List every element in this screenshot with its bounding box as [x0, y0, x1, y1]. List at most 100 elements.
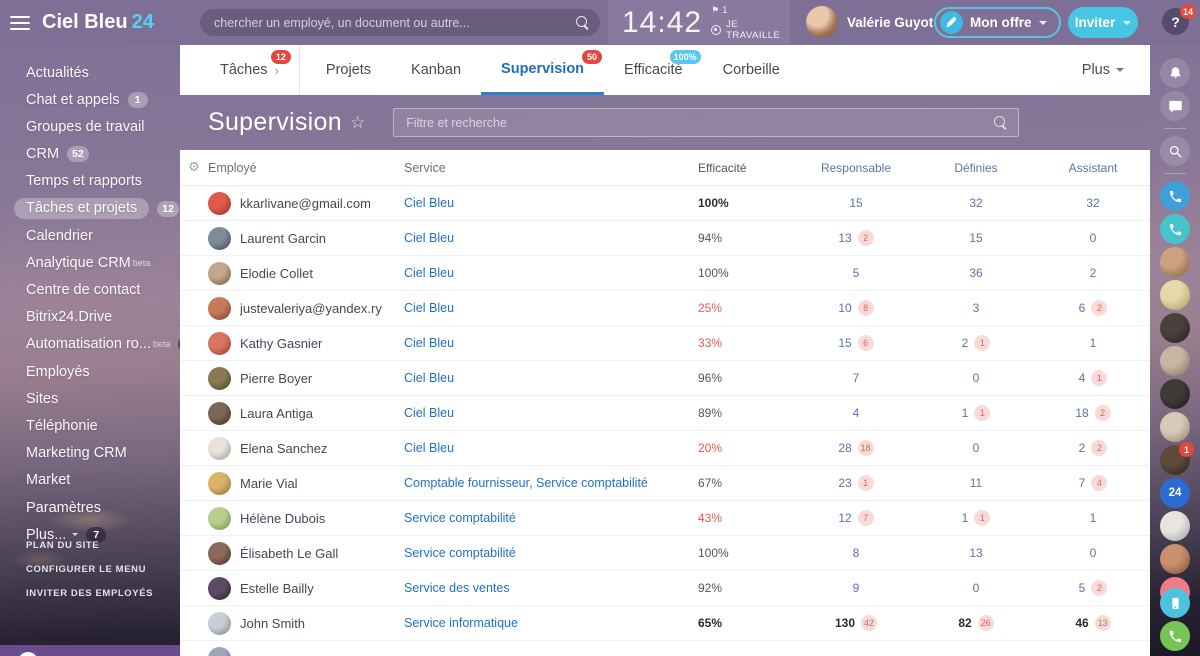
employee-cell[interactable]: Laurent Garcin [208, 226, 404, 250]
rail-avatar[interactable] [1160, 544, 1190, 574]
tab-supervision[interactable]: Supervision 50 [481, 45, 605, 95]
sidebar-item-centre-de-contact[interactable]: Centre de contact [26, 277, 180, 304]
cell-definies[interactable]: 0 [916, 581, 1036, 595]
table-row[interactable]: Elena Sanchez Ciel Bleu 20% 28 18 0 2 2 [180, 431, 1150, 466]
cell-assistant[interactable]: 0 [1036, 546, 1150, 560]
efficiency-cell[interactable]: 100% [698, 266, 729, 280]
sidebar-item-telephonie[interactable]: Téléphonie [26, 412, 180, 439]
employee-cell[interactable]: Kathy Gasnier [208, 331, 404, 355]
cell-responsable[interactable]: 15 6 [796, 335, 916, 351]
efficiency-cell[interactable]: 92% [698, 581, 723, 595]
cell-assistant[interactable]: 32 [1036, 196, 1150, 210]
column-header-employe[interactable]: Employé [208, 160, 257, 175]
efficiency-cell[interactable]: 20% [698, 441, 723, 455]
sidebar-item-market[interactable]: Market [26, 467, 180, 494]
work-clock[interactable]: 14:42 ⚑ 1 JE TRAVAILLE [608, 0, 790, 45]
service-link[interactable]: Service des ventes [404, 581, 510, 595]
rail-avatar[interactable] [1160, 511, 1190, 541]
sidebar-item-actualites[interactable]: Actualités [26, 59, 180, 86]
cell-responsable[interactable]: 7 [796, 371, 916, 385]
table-row[interactable]: Elodie Collet Ciel Bleu 100% 5 36 2 [180, 256, 1150, 291]
rail-avatar[interactable] [1160, 247, 1190, 277]
device-icon[interactable] [1160, 588, 1190, 618]
hamburger-menu-icon[interactable] [10, 15, 30, 30]
phone-icon[interactable] [1160, 621, 1190, 651]
service-link[interactable]: Service comptabilité [404, 511, 516, 525]
cell-responsable[interactable]: 13 2 [796, 230, 916, 246]
phone-icon[interactable] [1160, 181, 1190, 211]
phone-icon[interactable] [1160, 214, 1190, 244]
cell-assistant[interactable]: 0 [1036, 231, 1150, 245]
tab-corbeille[interactable]: Corbeille [703, 45, 800, 95]
column-header-responsable[interactable]: Responsable [820, 160, 892, 175]
employee-cell[interactable]: Marie Vial [208, 471, 404, 495]
employee-cell[interactable]: justevaleriya@yandex.ry [208, 296, 404, 320]
sidebar-item-employes[interactable]: Employés [26, 358, 180, 385]
cell-definies[interactable]: 15 [916, 231, 1036, 245]
cell-assistant[interactable]: 18 2 [1036, 405, 1150, 421]
sidebar-item-sites[interactable]: Sites [26, 385, 180, 412]
rail-avatar[interactable] [1160, 280, 1190, 310]
service-link[interactable]: Ciel Bleu [404, 301, 455, 315]
bitrix24-icon[interactable]: 24 [1160, 478, 1190, 508]
tab-kanban[interactable]: Kanban [391, 45, 481, 95]
sidebar-item-marketing-crm[interactable]: Marketing CRM [26, 440, 180, 467]
efficiency-cell[interactable]: 65% [698, 616, 723, 630]
employee-cell[interactable]: John Smith [208, 611, 404, 635]
search-icon[interactable] [1160, 136, 1190, 166]
filter-bar[interactable] [393, 108, 1020, 137]
gear-icon[interactable]: ⚙ [188, 160, 200, 175]
global-search-input[interactable] [214, 15, 576, 30]
service-link[interactable]: Ciel Bleu [404, 406, 455, 420]
cell-responsable[interactable]: 130 42 [796, 615, 916, 631]
efficiency-cell[interactable]: 25% [698, 301, 723, 315]
cell-definies[interactable]: 11 [916, 476, 1036, 490]
cell-assistant[interactable]: 1 [1036, 511, 1150, 525]
sidebar-item-automatisation-ro[interactable]: Automatisation ro...beta3 [26, 331, 199, 358]
table-row-partial[interactable] [180, 641, 1150, 656]
employee-cell[interactable]: Estelle Bailly [208, 576, 404, 600]
cell-responsable[interactable]: 23 1 [796, 475, 916, 491]
table-row[interactable]: Pierre Boyer Ciel Bleu 96% 7 0 4 1 [180, 361, 1150, 396]
cell-definies[interactable]: 0 [916, 441, 1036, 455]
sidebar-item-temps-et-rapports[interactable]: Temps et rapports [26, 168, 180, 195]
table-row[interactable]: Estelle Bailly Service des ventes 92% 9 0 5 2 [180, 571, 1150, 606]
invite-button[interactable]: Inviter [1068, 7, 1138, 38]
table-row[interactable]: Élisabeth Le Gall Service comptabilité 100… [180, 536, 1150, 571]
help-button[interactable]: ? 14 [1162, 4, 1196, 35]
tab-projets[interactable]: Projets [306, 45, 391, 95]
column-header-efficacite[interactable]: Efficacité [698, 160, 747, 175]
sidebar-footer-link-configurer-le-menu[interactable]: CONFIGURER LE MENU [26, 564, 147, 575]
cell-responsable[interactable]: 28 18 [796, 440, 916, 456]
sidebar-item-parametres[interactable]: Paramètres [26, 494, 180, 521]
favorite-star-icon[interactable]: ☆ [349, 112, 366, 133]
employee-cell[interactable]: Hélène Dubois [208, 506, 404, 530]
rail-avatar[interactable] [1160, 379, 1190, 409]
service-link[interactable]: Comptable fournisseur, Service comptabil… [404, 476, 648, 490]
employee-cell[interactable]: Laura Antiga [208, 401, 404, 425]
efficiency-cell[interactable]: 43% [698, 511, 723, 525]
search-icon[interactable] [576, 15, 590, 30]
cell-responsable[interactable]: 10 8 [796, 300, 916, 316]
cell-assistant[interactable]: 2 [1036, 266, 1150, 280]
brand-logo[interactable]: Ciel Bleu 24 [42, 11, 154, 34]
sidebar-item-bitrix24-drive[interactable]: Bitrix24.Drive [26, 304, 180, 331]
employee-cell[interactable]: kkarlivane@gmail.com [208, 191, 404, 215]
service-link[interactable]: Ciel Bleu [404, 196, 455, 210]
tab-efficacite[interactable]: Efficacité 100% [604, 45, 703, 95]
efficiency-cell[interactable]: 33% [698, 336, 723, 350]
efficiency-cell[interactable]: 67% [698, 476, 723, 490]
sidebar-item-plus[interactable]: Plus... 7 [26, 521, 180, 548]
column-header-definies[interactable]: Définies [954, 160, 998, 175]
table-row[interactable]: Laura Antiga Ciel Bleu 89% 4 1 1 18 2 [180, 396, 1150, 431]
cell-responsable[interactable]: 4 [796, 406, 916, 420]
tab-more[interactable]: Plus [1082, 45, 1150, 95]
table-row[interactable]: Marie Vial Comptable fournisseur, Service… [180, 466, 1150, 501]
efficiency-cell[interactable]: 89% [698, 406, 723, 420]
cell-definies[interactable]: 0 [916, 371, 1036, 385]
